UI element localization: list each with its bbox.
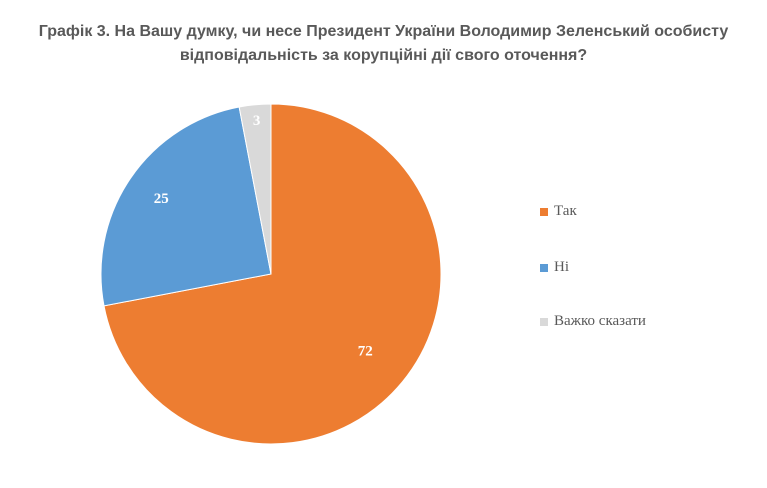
pie-slice-vazhko-skazaty xyxy=(238,103,272,275)
pie-slice-tak xyxy=(103,103,442,445)
legend-item-tak: Так xyxy=(540,203,577,220)
legend-item-vazhko-skazaty: Важко сказати xyxy=(540,313,646,330)
legend-label-vazhko-skazaty: Важко сказати xyxy=(554,313,646,329)
chart-title-line-1: Графік 3. На Вашу думку, чи несе Президе… xyxy=(38,23,729,40)
chart-title-line-2: відповідальність за корупційні дії свого… xyxy=(179,47,588,64)
data-label-ni: 25 xyxy=(154,191,169,207)
legend-swatch-tak xyxy=(540,207,548,216)
legend-label-ni: Ні xyxy=(554,259,569,275)
legend-item-ni: Ні xyxy=(540,259,569,276)
legend-swatch-vazhko-skazaty xyxy=(540,317,548,326)
data-label-tak: 72 xyxy=(358,343,373,359)
chart-title: Графік 3. На Вашу думку, чи несе Президе… xyxy=(0,20,767,68)
pie-slice-ni xyxy=(100,106,272,307)
legend-swatch-ni xyxy=(540,263,548,272)
data-label-vazhko-skazaty: 3 xyxy=(253,113,261,129)
legend-label-tak: Так xyxy=(554,203,577,219)
